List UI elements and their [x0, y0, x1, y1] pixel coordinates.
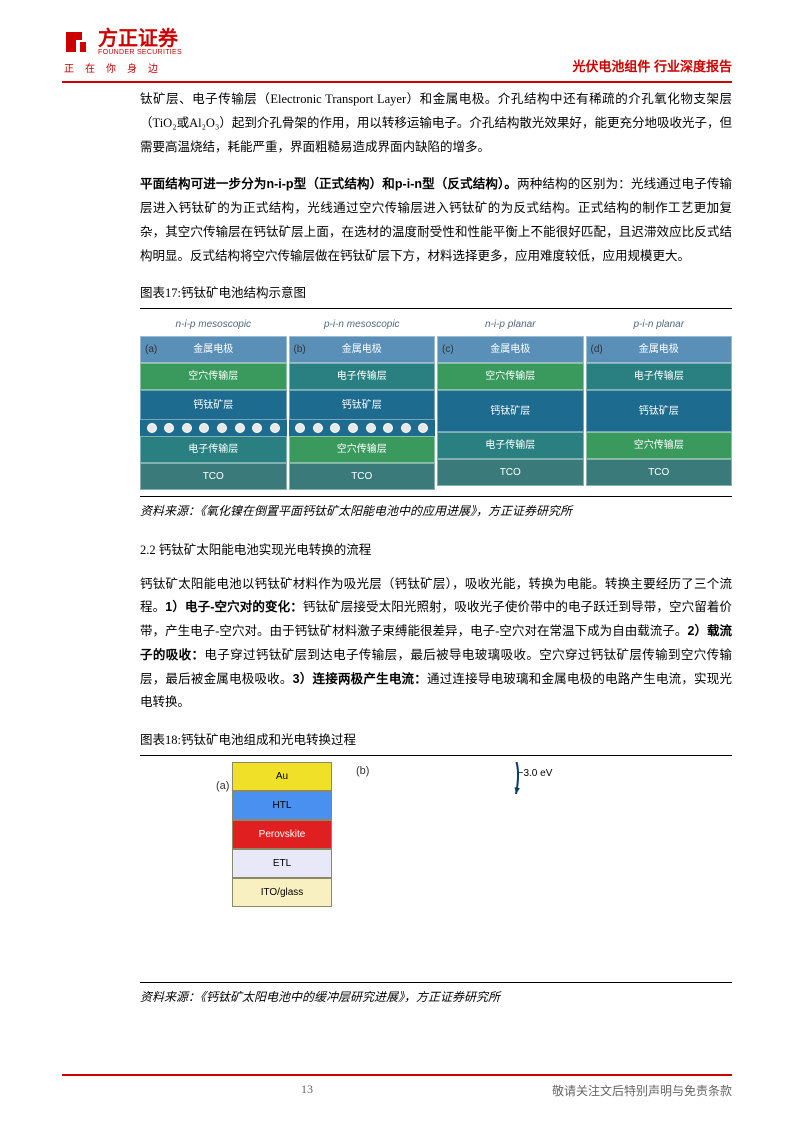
- layer: Perovskite: [232, 820, 332, 849]
- panel-title: n-i-p mesoscopic: [175, 315, 251, 334]
- logo-text-en: FOUNDER SECURITIES: [98, 49, 182, 56]
- layer: 钙钛矿层: [437, 390, 584, 432]
- panel-tag: (d): [591, 340, 603, 359]
- layer: 金属电极(a): [140, 336, 287, 363]
- layer: 电子传输层: [437, 432, 584, 459]
- panel-tag: (a): [145, 340, 157, 359]
- logo-subtitle: 正在你身边: [64, 60, 182, 75]
- structure-panel: p-i-n planar 金属电极(d)电子传输层钙钛矿层空穴传输层TCO: [586, 315, 733, 490]
- figure-title: 图表17:钙钛矿电池结构示意图: [140, 282, 732, 309]
- layer: ITO/glass: [232, 878, 332, 907]
- page-header: 方正证券 FOUNDER SECURITIES 正在你身边 光伏电池组件 行业深…: [62, 28, 732, 83]
- layer: TCO: [140, 463, 287, 490]
- panel-tag: (a): [216, 776, 229, 797]
- energy-diagram: (b)ITO−4.7 eVETL−4.2 eV−6.1 eVPerovskite…: [356, 762, 656, 967]
- layer: 电子传输层: [586, 363, 733, 390]
- bold-inline: 3）连接两极产生电流：: [293, 672, 427, 686]
- panel-title: p-i-n planar: [633, 315, 684, 334]
- paragraph: 钛矿层、电子传输层（Electronic Transport Layer）和金属…: [140, 88, 732, 159]
- layer: 空穴传输层: [140, 363, 287, 390]
- layer: 金属电极(b): [289, 336, 436, 363]
- figure-18a: (a) AuHTLPerovskiteETLITO/glass: [216, 762, 336, 976]
- panel-tag: (b): [294, 340, 306, 359]
- mesoporous-layer: [140, 420, 287, 436]
- panel-tag: (c): [442, 340, 454, 359]
- footer-disclaimer: 敬请关注文后特别声明与免责条款: [552, 1082, 732, 1099]
- mesoporous-layer: [289, 420, 436, 436]
- paragraph: 钙钛矿太阳能电池以钙钛矿材料作为吸光层（钙钛矿层），吸收光能，转换为电能。转换主…: [140, 573, 732, 716]
- report-title: 光伏电池组件 行业深度报告: [572, 56, 732, 75]
- logo-text-cn: 方正证券: [98, 29, 182, 49]
- structure-panel: n-i-p mesoscopic 金属电极(a)空穴传输层钙钛矿层电子传输层TCO: [140, 315, 287, 490]
- layer: 电子传输层: [140, 436, 287, 463]
- layer: TCO: [586, 459, 733, 486]
- figure-title: 图表18:钙钛矿电池组成和光电转换过程: [140, 729, 732, 756]
- figure-17: n-i-p mesoscopic金属电极(a)空穴传输层钙钛矿层电子传输层TCO…: [140, 315, 732, 490]
- layer: 钙钛矿层: [586, 390, 733, 432]
- logo-block: 方正证券 FOUNDER SECURITIES 正在你身边: [62, 28, 182, 75]
- bold-lead: 平面结构可进一步分为n-i-p型（正式结构）和p-i-n型（反式结构）。: [140, 177, 517, 191]
- content-area: 钛矿层、电子传输层（Electronic Transport Layer）和金属…: [140, 88, 732, 1024]
- layer: 钙钛矿层: [289, 390, 436, 420]
- layer: 电子传输层: [289, 363, 436, 390]
- layer: 金属电极(d): [586, 336, 733, 363]
- layer-stack: 金属电极(c)空穴传输层钙钛矿层电子传输层TCO: [437, 336, 584, 486]
- figure-source: 资料来源：《钙钛矿太阳电池中的缓冲层研究进展》，方正证券研究所: [140, 982, 732, 1009]
- layer-stack: 金属电极(a)空穴传输层钙钛矿层电子传输层TCO: [140, 336, 287, 490]
- figure-18: (a) AuHTLPerovskiteETLITO/glass (b)ITO−4…: [140, 762, 732, 976]
- page-footer: 13 敬请关注文后特别声明与免责条款: [62, 1074, 732, 1099]
- bold-inline: 1）电子-空穴对的变化：: [165, 600, 303, 614]
- layer: 钙钛矿层: [140, 390, 287, 420]
- layer-stack: 金属电极(d)电子传输层钙钛矿层空穴传输层TCO: [586, 336, 733, 486]
- structure-panel: n-i-p planar 金属电极(c)空穴传输层钙钛矿层电子传输层TCO: [437, 315, 584, 490]
- figure-source: 资料来源：《氧化镍在倒置平面钙钛矿太阳能电池中的应用进展》，方正证券研究所: [140, 496, 732, 523]
- panel-title: n-i-p planar: [485, 315, 536, 334]
- layer: 空穴传输层: [289, 436, 436, 463]
- page-number: 13: [301, 1082, 313, 1099]
- svg-text:−3.0 eV: −3.0 eV: [518, 768, 553, 779]
- layer-stack: AuHTLPerovskiteETLITO/glass: [232, 762, 332, 907]
- layer: 空穴传输层: [437, 363, 584, 390]
- layer: HTL: [232, 791, 332, 820]
- layer: TCO: [437, 459, 584, 486]
- panel-title: p-i-n mesoscopic: [324, 315, 400, 334]
- logo-icon: [62, 28, 90, 56]
- layer: Au: [232, 762, 332, 791]
- layer: 空穴传输层: [586, 432, 733, 459]
- layer: TCO: [289, 463, 436, 490]
- paragraph: 平面结构可进一步分为n-i-p型（正式结构）和p-i-n型（反式结构）。两种结构…: [140, 173, 732, 268]
- svg-text:(b): (b): [356, 765, 369, 777]
- layer: 金属电极(c): [437, 336, 584, 363]
- figure-18b: (b)ITO−4.7 eVETL−4.2 eV−6.1 eVPerovskite…: [356, 762, 656, 976]
- layer-stack: 金属电极(b)电子传输层钙钛矿层空穴传输层TCO: [289, 336, 436, 490]
- structure-panel: p-i-n mesoscopic 金属电极(b)电子传输层钙钛矿层空穴传输层TCO: [289, 315, 436, 490]
- section-heading: 2.2 钙钛矿太阳能电池实现光电转换的流程: [140, 539, 732, 563]
- layer: ETL: [232, 849, 332, 878]
